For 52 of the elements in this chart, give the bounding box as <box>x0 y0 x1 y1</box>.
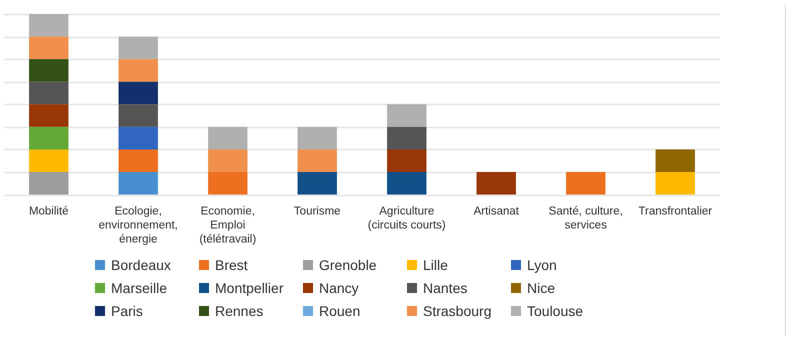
x-tick-label: Ecologie, environnement, énergie <box>98 206 178 246</box>
legend-label: Lyon <box>527 257 557 273</box>
bar <box>656 149 695 172</box>
legend-label: Strasbourg <box>423 303 492 319</box>
bar <box>387 104 426 127</box>
bar <box>208 149 248 172</box>
legend-label: Rennes <box>215 303 264 319</box>
bar <box>387 172 426 195</box>
bar <box>298 172 337 195</box>
bar <box>29 36 68 60</box>
bar <box>387 126 426 150</box>
bar <box>208 126 248 150</box>
x-tick-label: Tourisme <box>294 206 341 218</box>
bar <box>29 172 68 195</box>
bar <box>298 126 337 150</box>
x-tick-label: Santé, culture, services <box>548 206 623 232</box>
bar <box>208 172 248 195</box>
legend-label: Toulouse <box>527 303 584 319</box>
legend-label: Nantes <box>423 280 468 296</box>
bar <box>118 104 158 127</box>
bar <box>656 172 695 195</box>
x-tick-label: Agriculture (circuits courts) <box>368 206 446 232</box>
legend-label: Paris <box>111 303 143 319</box>
bar <box>118 172 158 195</box>
bar <box>118 82 158 104</box>
bar <box>566 172 606 195</box>
bar <box>29 14 68 37</box>
x-tick-label: Artisanat <box>474 206 520 218</box>
bar <box>298 149 337 172</box>
legend-label: Nice <box>527 280 556 296</box>
legend-label: Rouen <box>319 303 360 319</box>
legend-label: Bordeaux <box>111 257 171 273</box>
legend-label: Nancy <box>319 280 359 296</box>
bar <box>476 172 516 195</box>
bar <box>29 59 68 82</box>
bar <box>118 59 158 82</box>
bar <box>118 36 158 60</box>
legend-label: Brest <box>215 257 248 273</box>
bar <box>118 149 158 172</box>
legend-label: Grenoble <box>319 257 377 273</box>
bar <box>118 126 158 150</box>
bar <box>387 149 426 172</box>
bar <box>29 149 68 172</box>
legend-label: Montpellier <box>215 280 284 296</box>
bar <box>29 104 68 127</box>
x-tick-label: Transfrontalier <box>638 206 712 218</box>
bar <box>29 126 68 150</box>
legend-label: Marseille <box>111 280 168 296</box>
bar <box>29 82 68 104</box>
x-tick-label: Mobilité <box>28 206 69 218</box>
x-tick-label: Economie, Emploi (télétravail) <box>199 206 256 246</box>
legend-label: Lille <box>423 257 448 273</box>
